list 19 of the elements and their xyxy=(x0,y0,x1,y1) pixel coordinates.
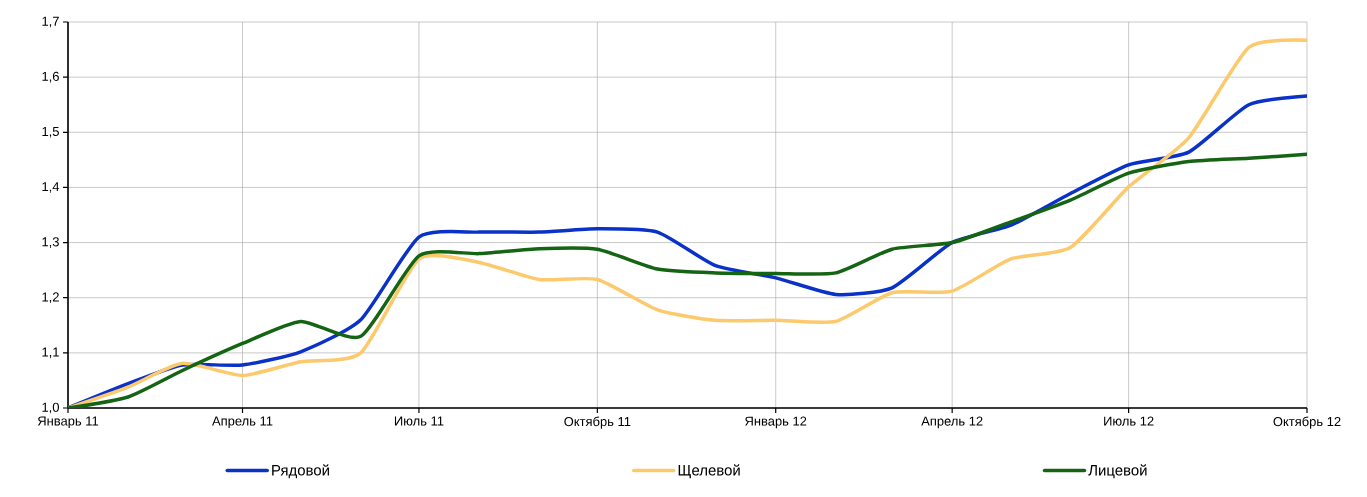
y-tick-label: 1,0 xyxy=(42,402,59,414)
y-tick-label: 1,1 xyxy=(42,347,59,359)
y-tick-label: 1,6 xyxy=(42,71,59,83)
y-tick-label: 1,5 xyxy=(42,127,59,138)
x-tick-label: Июль 12 xyxy=(1104,416,1154,426)
x-tick-label: Июль 11 xyxy=(394,416,444,426)
x-tick-label: Октябрь 11 xyxy=(564,416,631,429)
x-tick-label: Октябрь 12 xyxy=(1273,416,1341,429)
x-tick-label: Январь 12 xyxy=(745,416,807,429)
legend-label: Рядовой xyxy=(272,464,329,479)
x-tick-label: Апрель 12 xyxy=(921,416,983,429)
y-tick-label: 1,2 xyxy=(42,292,59,304)
x-tick-label: Январь 11 xyxy=(37,416,99,429)
legend-label: Лицевой xyxy=(1088,464,1147,479)
legend-label: Щелевой xyxy=(678,464,740,479)
y-tick-label: 1,7 xyxy=(42,16,59,28)
x-tick-label: Апрель 11 xyxy=(212,416,273,429)
y-tick-label: 1,3 xyxy=(42,237,59,248)
y-tick-label: 1,4 xyxy=(42,182,60,193)
